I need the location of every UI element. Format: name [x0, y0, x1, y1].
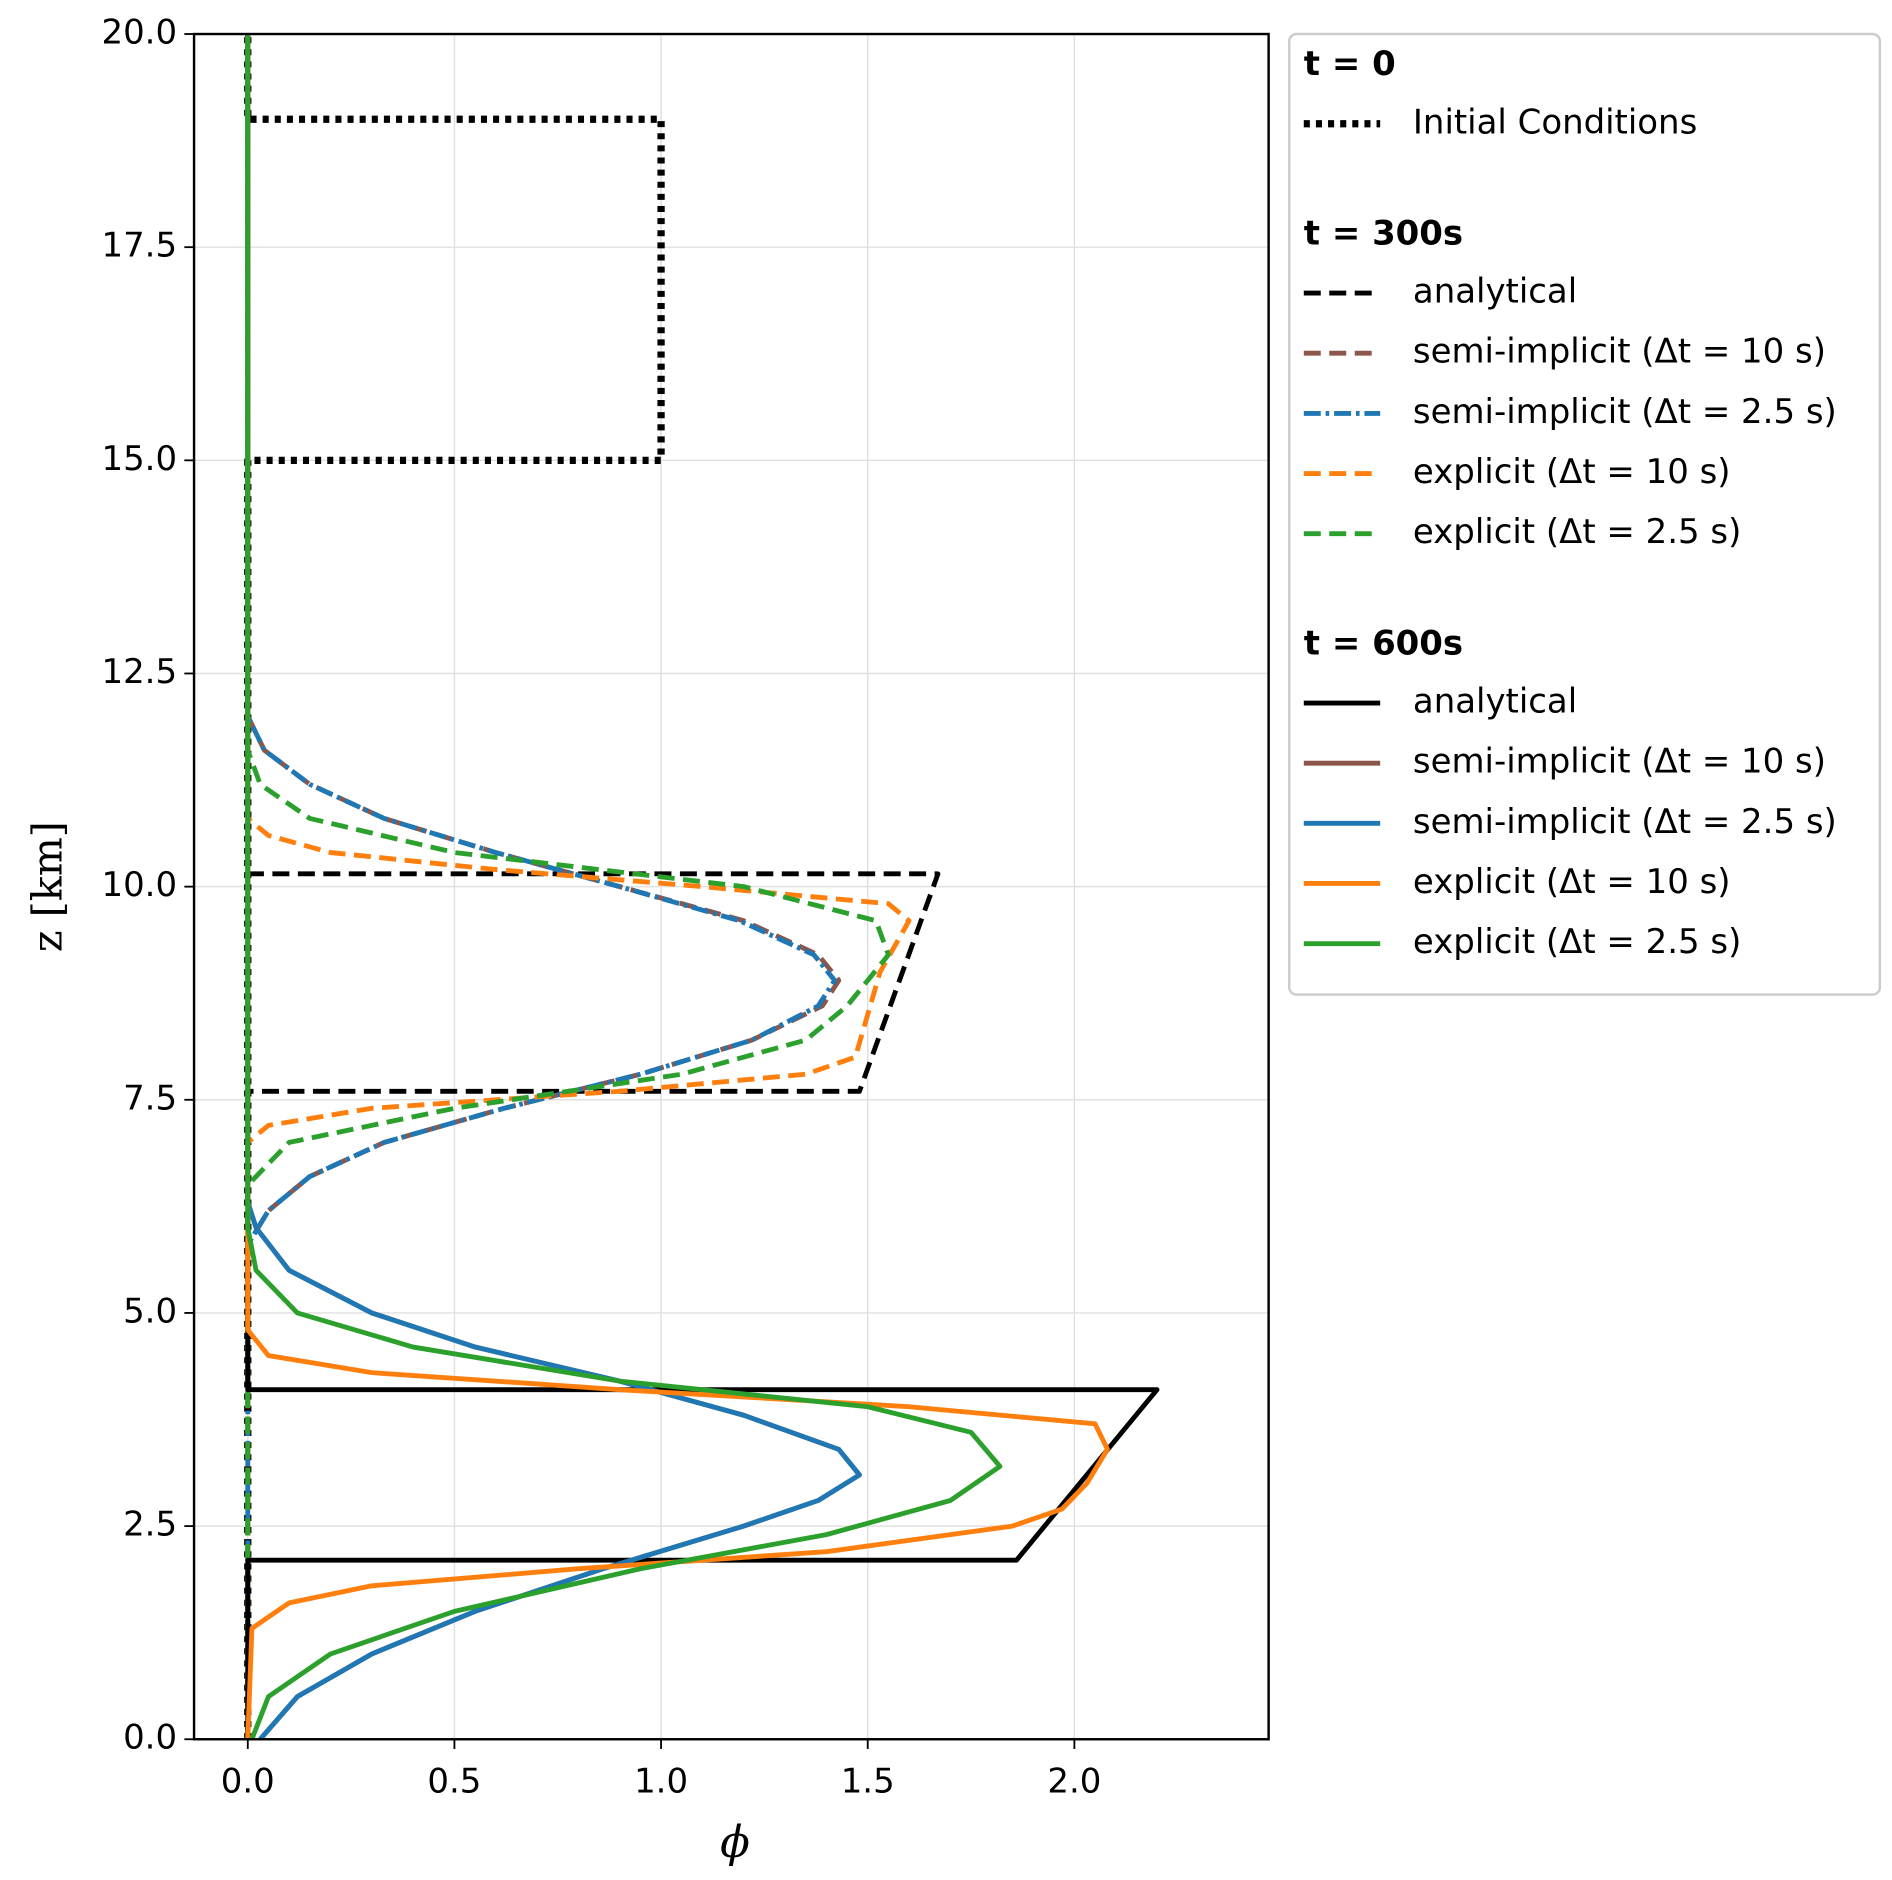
legend-group-title: t = 0: [1304, 44, 1396, 84]
x-axis-label: ϕ: [720, 1817, 750, 1868]
x-tick-label: 1.5: [841, 1761, 895, 1801]
legend-group-title: t = 600s: [1304, 623, 1463, 663]
legend-label: explicit (Δt = 2.5 s): [1413, 512, 1741, 552]
legend-label: semi-implicit (Δt = 10 s): [1413, 332, 1826, 372]
y-axis-label: z [km]: [23, 821, 71, 952]
y-tick-label: 5.0: [123, 1291, 177, 1331]
legend-label: Initial Conditions: [1413, 102, 1697, 142]
x-tick-label: 0.0: [221, 1761, 275, 1801]
profile-line: [245, 34, 862, 1740]
legend-group-title: t = 300s: [1304, 213, 1463, 253]
y-tick-label: 10.0: [101, 865, 177, 905]
y-tick-label: 2.5: [123, 1505, 177, 1545]
legend-label: explicit (Δt = 10 s): [1413, 452, 1731, 492]
profile-line: [245, 34, 912, 1740]
legend-label: semi-implicit (Δt = 2.5 s): [1413, 392, 1837, 432]
profile-line: [245, 34, 1003, 1740]
y-tick-label: 20.0: [101, 13, 177, 53]
x-tick-label: 1.0: [634, 1761, 688, 1801]
legend-label: explicit (Δt = 2.5 s): [1413, 922, 1741, 962]
plot-frame: [192, 32, 1270, 1741]
profile-line: [245, 34, 838, 1740]
x-tick-label: 0.5: [427, 1761, 481, 1801]
y-tick-label: 0.0: [123, 1718, 177, 1758]
legend-box: [1288, 32, 1882, 996]
y-tick-label: 12.5: [101, 652, 177, 692]
legend-label: analytical: [1413, 682, 1577, 722]
y-tick-label: 15.0: [101, 439, 177, 479]
profile-line: [245, 34, 1110, 1740]
profile-line: [245, 34, 891, 1740]
y-tick-label: 7.5: [123, 1078, 177, 1118]
y-tick-label: 17.5: [101, 226, 177, 266]
legend-label: analytical: [1413, 272, 1577, 312]
x-tick-label: 2.0: [1047, 1761, 1101, 1801]
legend-label: semi-implicit (Δt = 2.5 s): [1413, 802, 1837, 842]
legend-label: semi-implicit (Δt = 10 s): [1413, 742, 1826, 782]
legend-label: explicit (Δt = 10 s): [1413, 862, 1731, 902]
